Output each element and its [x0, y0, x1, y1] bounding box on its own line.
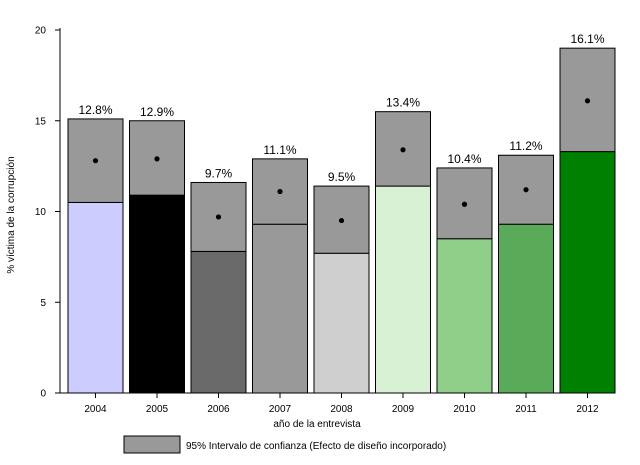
- bars-layer: [67, 47, 616, 394]
- y-tick-label: 15: [35, 116, 47, 127]
- bar: [436, 238, 493, 394]
- bar: [252, 223, 308, 394]
- value-label: 11.2%: [509, 139, 542, 153]
- point-estimate: [523, 187, 529, 193]
- x-tick-label: 2008: [330, 404, 353, 415]
- y-tick-label: 0: [40, 389, 46, 400]
- legend: 95% Intervalo de confianza (Efecto de di…: [123, 435, 446, 454]
- bar: [559, 151, 616, 394]
- x-axis-title: año de la entrevista: [273, 419, 361, 430]
- bar: [313, 252, 370, 394]
- y-tick-label: 10: [35, 207, 47, 218]
- value-label: 12.9%: [140, 105, 174, 119]
- x-tick-label: 2012: [576, 404, 599, 415]
- value-label: 11.1%: [263, 143, 296, 157]
- value-label: 16.1%: [570, 32, 604, 46]
- x-tick-label: 2006: [207, 404, 230, 415]
- point-estimate: [461, 201, 468, 207]
- value-label: 9.7%: [205, 166, 233, 180]
- bar: [129, 194, 185, 394]
- x-tick-label: 2004: [84, 404, 107, 415]
- bar: [498, 223, 554, 394]
- x-tick-label: 2005: [146, 404, 169, 415]
- value-label: 9.5%: [328, 170, 356, 184]
- x-tick-label: 2011: [515, 404, 537, 415]
- value-labels: 12.8% 12.9% 9.7% 11.1% 9.5% 13.4% 10.4% 11.2% 16…: [78, 32, 604, 184]
- point-estimate: [215, 214, 222, 220]
- y-axis-title: % víctima de la corrupción: [6, 156, 17, 273]
- legend-swatch: [123, 435, 181, 454]
- point-estimate: [154, 156, 160, 162]
- point-estimate: [338, 217, 345, 224]
- point-estimate: [400, 147, 406, 153]
- bar: [375, 185, 431, 394]
- ci-box: [498, 154, 554, 225]
- point-estimate: [92, 158, 99, 164]
- point-estimate: [584, 98, 591, 104]
- value-label: 13.4%: [386, 96, 420, 110]
- bar: [190, 250, 247, 394]
- axes-layer: [59, 28, 590, 394]
- y-ticks: 0 5 10 15 20: [35, 26, 60, 400]
- x-ticks: 2004 2005 2006 2007 2008 2009 2010 2011 2012: [84, 393, 599, 415]
- x-tick-label: 2010: [453, 404, 476, 415]
- legend-label: 95% Intervalo de confianza (Efecto de di…: [186, 441, 446, 452]
- y-tick-label: 5: [40, 298, 46, 309]
- value-label: 10.4%: [447, 152, 481, 166]
- value-label: 12.8%: [78, 103, 112, 117]
- x-tick-label: 2009: [392, 404, 415, 415]
- bar: [67, 201, 124, 394]
- x-tick-label: 2007: [269, 404, 292, 415]
- y-tick-label: 20: [35, 26, 47, 37]
- point-estimate: [277, 188, 283, 195]
